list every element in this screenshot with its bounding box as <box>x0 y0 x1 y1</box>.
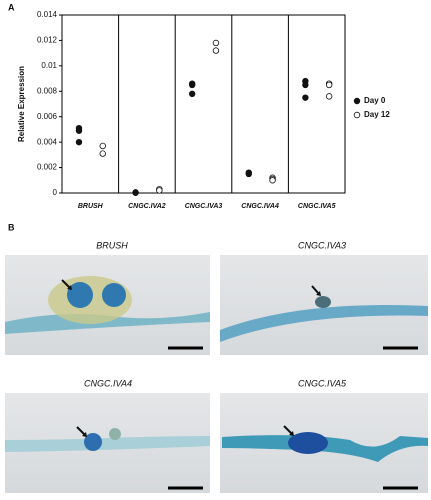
image-title: CNGC.IVA3 <box>298 240 346 250</box>
x-tick-label: BRUSH <box>78 203 104 210</box>
panel-label: B <box>8 222 15 232</box>
point <box>99 150 106 157</box>
panel-label: A <box>8 2 15 12</box>
point <box>212 39 220 47</box>
point <box>188 90 196 98</box>
legend-label: Day 0 <box>364 96 386 105</box>
x-tick-label: CNGC.IVA4 <box>241 203 279 210</box>
point <box>302 81 309 89</box>
y-tick-label: 0 <box>53 188 58 197</box>
y-axis-label: Relative Expression <box>17 66 26 142</box>
image-title: CNGC.IVA4 <box>84 378 132 388</box>
point <box>188 81 196 89</box>
point <box>75 127 83 134</box>
x-tick-label: CNGC.IVA2 <box>128 203 166 210</box>
image-title: BRUSH <box>96 240 128 250</box>
y-tick-label: 0.006 <box>37 112 58 121</box>
point <box>156 187 163 194</box>
point <box>99 142 106 150</box>
micrograph <box>220 255 428 355</box>
point <box>212 47 220 54</box>
legend-label: Day 12 <box>364 110 390 119</box>
point <box>302 94 309 101</box>
y-tick-label: 0.008 <box>37 86 58 95</box>
micrograph <box>5 255 210 355</box>
point <box>75 138 83 146</box>
y-tick-label: 0.01 <box>41 61 57 70</box>
x-tick-label: CNGC.IVA5 <box>298 203 336 210</box>
y-tick-label: 0.012 <box>37 36 58 45</box>
point <box>325 93 333 100</box>
plot-frame <box>61 14 346 194</box>
legend-marker <box>353 97 361 105</box>
image-title: CNGC.IVA5 <box>298 378 347 388</box>
x-tick-label: CNGC.IVA3 <box>185 203 223 210</box>
y-tick-label: 0.004 <box>37 137 58 146</box>
point <box>132 189 139 196</box>
y-tick-label: 0.014 <box>37 10 58 19</box>
point <box>245 170 252 178</box>
point <box>269 177 276 184</box>
micrograph <box>220 393 428 493</box>
micrograph <box>5 393 210 493</box>
legend-marker <box>353 111 361 119</box>
point <box>325 81 333 89</box>
y-tick-label: 0.002 <box>37 163 58 172</box>
